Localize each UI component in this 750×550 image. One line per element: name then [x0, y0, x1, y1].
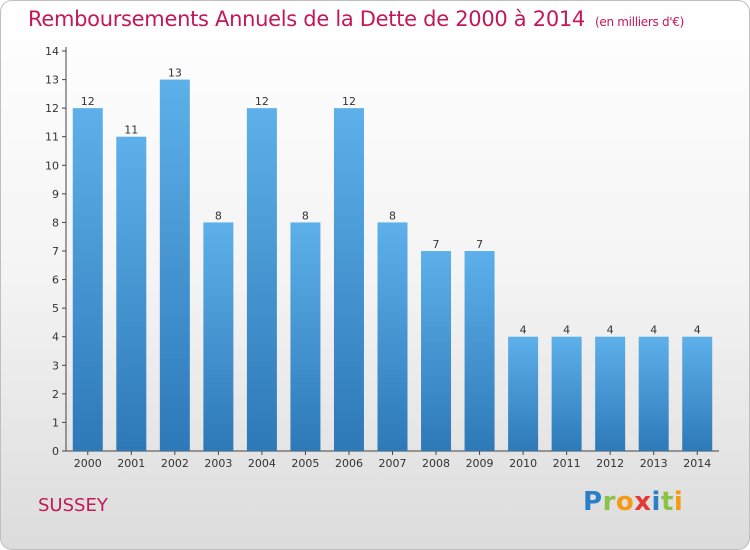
bar-value-label: 4 [694, 324, 701, 337]
y-tick-label: 3 [52, 359, 59, 372]
bar-value-label: 8 [389, 209, 396, 222]
unit-note: (en milliers d'€) [595, 15, 685, 29]
y-tick-label: 10 [45, 159, 59, 172]
bar-value-label: 7 [433, 238, 440, 251]
x-tick-label: 2005 [291, 457, 319, 470]
bar [508, 336, 539, 451]
x-tick-label: 2011 [553, 457, 581, 470]
x-tick-label: 2000 [74, 457, 102, 470]
bar [421, 251, 452, 451]
bar [72, 108, 103, 452]
bar [333, 108, 364, 452]
bar [290, 222, 321, 451]
bar-value-label: 8 [215, 209, 222, 222]
bar-value-label: 4 [607, 324, 614, 337]
y-tick-label: 9 [52, 188, 59, 201]
x-tick-label: 2010 [509, 457, 537, 470]
bar [203, 222, 234, 451]
bar-value-label: 4 [563, 324, 570, 337]
y-tick-label: 11 [45, 131, 59, 144]
x-tick-label: 2004 [248, 457, 276, 470]
bar [595, 336, 626, 451]
bar [464, 251, 495, 451]
y-tick-label: 8 [52, 216, 59, 229]
chart-title: Remboursements Annuels de la Dette de 20… [28, 7, 684, 31]
y-tick-label: 12 [45, 102, 59, 115]
y-tick-label: 2 [52, 388, 59, 401]
bar [551, 336, 582, 451]
x-tick-label: 2003 [204, 457, 232, 470]
y-tick-label: 13 [45, 74, 59, 87]
x-tick-label: 2008 [422, 457, 450, 470]
bar [116, 136, 147, 451]
x-tick-label: 2006 [335, 457, 363, 470]
bar-value-label: 12 [81, 95, 95, 108]
x-tick-label: 2009 [466, 457, 494, 470]
bar-value-label: 13 [168, 67, 182, 80]
x-tick-label: 2012 [596, 457, 624, 470]
y-tick-label: 14 [45, 45, 59, 58]
chart-title-text: Remboursements Annuels de la Dette de 20… [28, 7, 585, 31]
y-tick-label: 4 [52, 331, 59, 344]
bar-value-label: 12 [342, 95, 356, 108]
y-tick-label: 1 [52, 416, 59, 429]
bar-value-label: 11 [124, 124, 138, 137]
bar-value-label: 8 [302, 209, 309, 222]
commune-name: SUSSEY [38, 495, 108, 516]
bar-value-label: 4 [650, 324, 657, 337]
x-tick-label: 2014 [683, 457, 711, 470]
bar [638, 336, 669, 451]
bar-value-label: 4 [520, 324, 527, 337]
bar [377, 222, 408, 451]
x-tick-label: 2002 [161, 457, 189, 470]
y-tick-label: 5 [52, 302, 59, 315]
x-tick-label: 2013 [640, 457, 668, 470]
bar [682, 336, 713, 451]
x-tick-label: 2001 [117, 457, 145, 470]
bar [246, 108, 277, 452]
proxiti-logo: Proxiti [583, 487, 684, 517]
bar [159, 79, 190, 452]
bar-value-label: 12 [255, 95, 269, 108]
y-tick-label: 6 [52, 274, 59, 287]
bar-value-label: 7 [476, 238, 483, 251]
y-tick-label: 7 [52, 245, 59, 258]
x-tick-label: 2007 [379, 457, 407, 470]
y-tick-label: 0 [52, 445, 59, 458]
